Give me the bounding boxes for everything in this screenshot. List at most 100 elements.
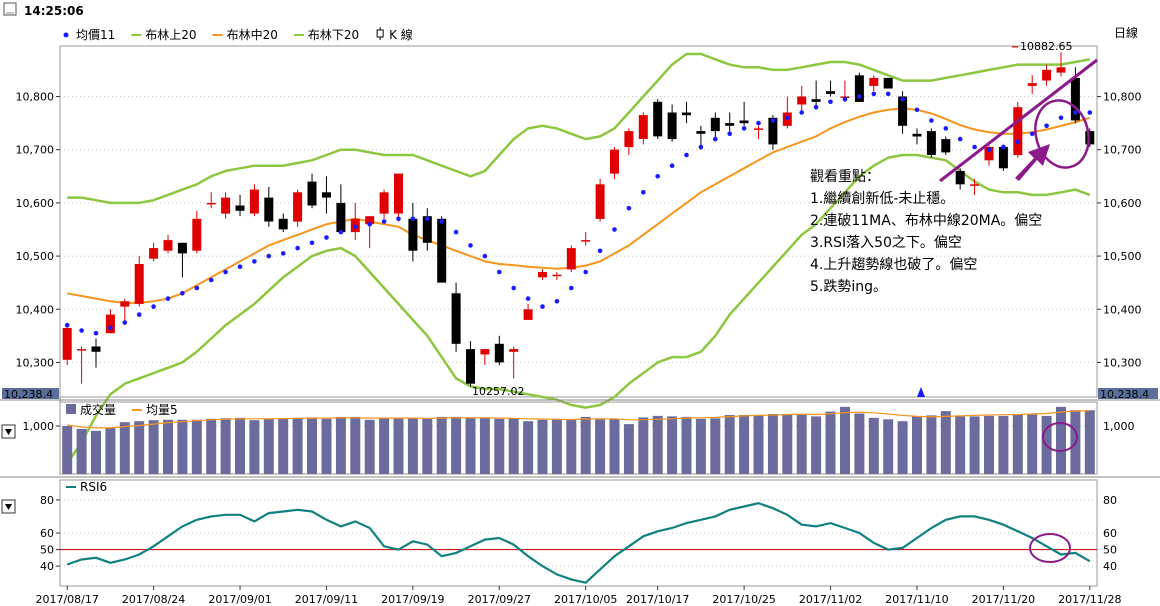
- candle-body: [494, 343, 504, 363]
- candle-body: [177, 242, 187, 254]
- x-tick-label: 2017/10/17: [626, 593, 689, 606]
- ma11-dot: [857, 94, 862, 99]
- y-tick-label: 40: [40, 560, 54, 573]
- y-tick-label-right: 10,700: [1103, 144, 1142, 157]
- y-tick-label-right: 60: [1103, 527, 1117, 540]
- volume-bar: [508, 418, 519, 474]
- volume-bar: [609, 419, 620, 474]
- volume-pane-header: [1, 424, 16, 439]
- ma11-dot: [885, 91, 891, 97]
- candle-body: [998, 147, 1008, 169]
- volume-bar: [753, 415, 764, 474]
- high-annotation: 10882.65: [1020, 40, 1073, 53]
- volume-bar: [984, 415, 994, 474]
- title-bar: 14:25:06 日線: [3, 2, 1138, 40]
- ma11-dot: [108, 325, 113, 331]
- volume-bar: [897, 421, 908, 474]
- candle-body: [466, 349, 475, 384]
- period-label: 日線: [1114, 25, 1138, 40]
- x-tick-label: 2017/10/25: [712, 593, 775, 606]
- volume-bar: [551, 419, 562, 474]
- ma11-dot: [439, 219, 445, 224]
- ma11-dot: [713, 136, 718, 142]
- low-annotation: 10257.02: [472, 385, 525, 398]
- ma11-dot: [900, 96, 905, 102]
- notes-title: 觀看重點：: [810, 169, 880, 185]
- window-icon[interactable]: [3, 2, 17, 16]
- candle-body: [480, 349, 490, 355]
- candle-body: [307, 181, 317, 206]
- ma11-dot: [338, 229, 344, 235]
- candle-body: [566, 248, 576, 270]
- volume-bar: [350, 416, 361, 474]
- ma11-dot: [93, 330, 99, 336]
- ma11-dot: [410, 216, 416, 222]
- volume-bar: [134, 421, 145, 474]
- volume-pane: 1,000 1,000: [0, 399, 1160, 475]
- ma11-dot: [165, 296, 171, 301]
- volume-bar: [796, 414, 807, 474]
- candle-body: [336, 202, 346, 233]
- ma11-dot: [813, 104, 819, 110]
- x-tick-label: 2017/08/17: [35, 593, 98, 606]
- candle-body: [523, 309, 533, 320]
- ma11-dot: [136, 312, 142, 317]
- volume-bar: [926, 415, 937, 474]
- volume-bar: [220, 418, 231, 474]
- ma11-dot: [583, 269, 588, 275]
- volume-bar: [667, 416, 678, 474]
- candle-body: [955, 171, 965, 185]
- volume-bar: [105, 427, 116, 474]
- legend-item-label: 布林中20: [227, 27, 278, 42]
- volume-bar: [883, 419, 894, 474]
- candle-body: [941, 139, 951, 153]
- ma11-dot: [79, 328, 84, 333]
- volume-bar: [436, 416, 447, 474]
- ma11-dot: [641, 190, 646, 195]
- volume-bar: [940, 411, 951, 474]
- bollinger-upper-line: [67, 52, 1091, 205]
- candle-body: [725, 123, 735, 126]
- candle-body: [451, 293, 461, 344]
- volume-bar: [537, 419, 548, 474]
- ma11-dot: [828, 99, 833, 105]
- signal-triangle-icon: [917, 387, 925, 397]
- candle-body: [797, 96, 807, 105]
- volume-bar: [1084, 410, 1095, 474]
- candle-body: [854, 75, 864, 102]
- y-tick-label-right: 10,800: [1103, 91, 1142, 104]
- volume-bar: [955, 416, 966, 474]
- rsi-pane-header: [1, 499, 16, 514]
- volume-bar: [422, 418, 433, 474]
- candle-body: [249, 189, 259, 214]
- candle-body: [1027, 83, 1037, 86]
- candle-body: [322, 192, 331, 198]
- ma11-dot: [986, 147, 992, 152]
- ma11-dot: [309, 240, 315, 246]
- candle-body: [926, 131, 936, 155]
- note-line: 1.繼續創新低-未止穩。: [810, 191, 954, 207]
- legend-item-label: 布林下20: [308, 28, 359, 42]
- candle-body: [768, 117, 778, 145]
- ma11-dot: [943, 126, 949, 131]
- candle-body: [682, 112, 691, 116]
- candle-body: [984, 147, 994, 161]
- candle-body: [408, 218, 418, 251]
- volume-bar: [321, 418, 332, 474]
- candle-body: [437, 218, 447, 283]
- candle-body: [149, 248, 159, 259]
- ma11-dot: [626, 205, 632, 211]
- candle-body: [667, 112, 677, 140]
- x-tick-label: 2017/08/24: [122, 593, 185, 606]
- legend-item-label: K 線: [389, 27, 413, 42]
- volume-bar: [854, 413, 865, 474]
- volume-bar: [249, 420, 260, 474]
- ma11-dot: [597, 248, 603, 254]
- x-tick-label: 2017/11/28: [1058, 593, 1121, 606]
- ma11-dot: [741, 126, 747, 131]
- ma11-dot: [1073, 110, 1078, 115]
- y-tick-label-right: 10,300: [1103, 356, 1142, 369]
- volume-bar: [595, 419, 606, 474]
- note-line: 2.連破11MA、布林中線20MA。偏空: [810, 213, 1042, 229]
- volume-bar: [119, 422, 130, 474]
